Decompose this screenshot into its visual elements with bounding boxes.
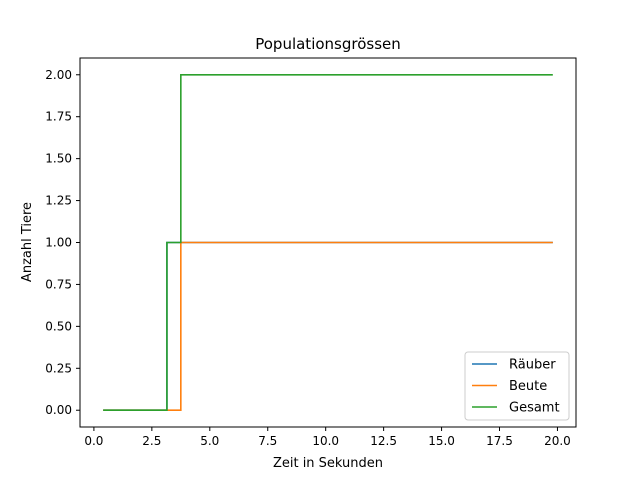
- plot-lines: [103, 73, 553, 412]
- legend-box: [464, 351, 570, 421]
- x-tick-label: 12.5: [370, 434, 397, 448]
- x-tick-label: 5.0: [200, 434, 219, 448]
- y-tick-label: 2.00: [45, 68, 72, 82]
- x-tick-label: 7.5: [258, 434, 277, 448]
- legend-label: Gesamt: [509, 401, 560, 416]
- x-tick-label: 17.5: [486, 434, 513, 448]
- y-tick-label: 0.50: [45, 319, 72, 333]
- legend-label: Beute: [509, 379, 547, 394]
- x-axis-ticks: 0.0 2.5 5.0 7.5 10.0 12.5 15.0 17.5 20.0: [84, 427, 571, 448]
- x-axis-label: Zeit in Sekunden: [273, 456, 383, 471]
- x-tick-label: 15.0: [428, 434, 455, 448]
- y-tick-label: 1.00: [45, 236, 72, 250]
- series-line-2: [103, 73, 553, 412]
- y-axis-ticks: 0.00 0.25 0.50 0.75 1.00 1.25 1.50 1.75 2.00: [45, 68, 80, 417]
- legend-items: Räuber Beute Gesamt: [472, 358, 560, 416]
- chart-title: Populationsgrössen: [255, 35, 401, 53]
- x-tick-label: 2.5: [142, 434, 161, 448]
- legend: Räuber Beute Gesamt: [464, 351, 570, 421]
- x-tick-label: 10.0: [312, 434, 339, 448]
- y-tick-label: 1.75: [45, 110, 72, 124]
- x-tick-label: 20.0: [544, 434, 571, 448]
- y-axis-label: Anzahl Tiere: [20, 202, 35, 282]
- y-tick-label: 1.50: [45, 152, 72, 166]
- y-tick-label: 1.25: [45, 194, 72, 208]
- y-tick-label: 0.00: [45, 403, 72, 417]
- y-tick-label: 0.25: [45, 361, 72, 375]
- x-tick-label: 0.0: [84, 434, 103, 448]
- legend-label: Räuber: [509, 358, 556, 373]
- y-tick-label: 0.75: [45, 277, 72, 291]
